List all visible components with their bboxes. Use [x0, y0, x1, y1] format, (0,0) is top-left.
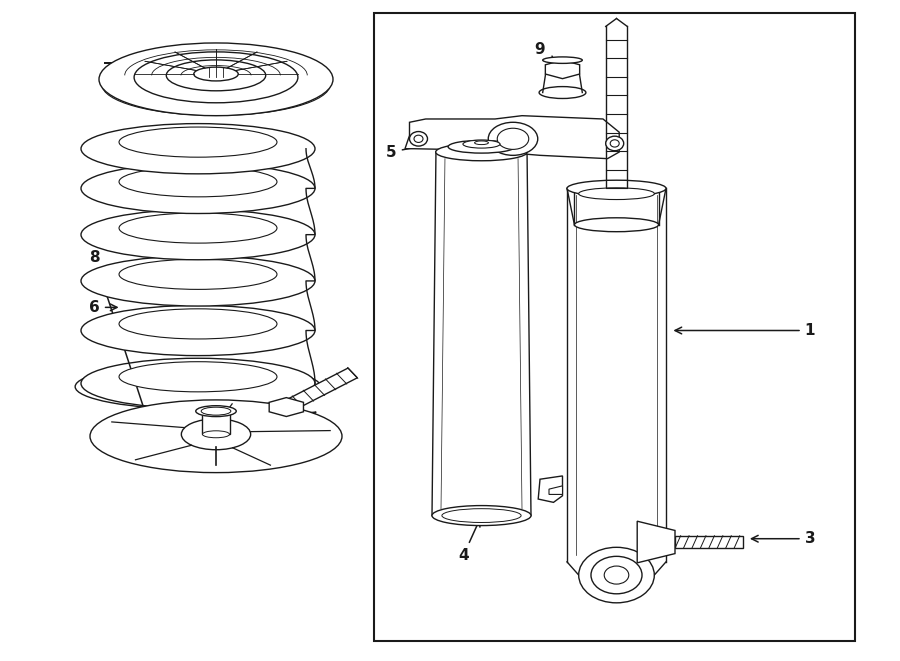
Ellipse shape — [610, 140, 619, 147]
Ellipse shape — [414, 135, 423, 142]
Ellipse shape — [81, 256, 315, 306]
Ellipse shape — [591, 557, 642, 594]
Ellipse shape — [448, 140, 515, 153]
Ellipse shape — [119, 362, 277, 392]
Polygon shape — [282, 368, 357, 412]
Ellipse shape — [119, 127, 277, 157]
Ellipse shape — [604, 566, 629, 584]
Ellipse shape — [546, 65, 579, 73]
Polygon shape — [269, 398, 303, 416]
Text: 3: 3 — [752, 531, 815, 546]
Text: 8: 8 — [89, 251, 153, 432]
Ellipse shape — [574, 217, 659, 232]
Text: 2: 2 — [287, 412, 316, 434]
Ellipse shape — [181, 419, 250, 449]
Ellipse shape — [119, 213, 277, 243]
Ellipse shape — [119, 259, 277, 290]
Ellipse shape — [134, 52, 298, 102]
Ellipse shape — [202, 407, 230, 415]
Text: 6: 6 — [89, 300, 117, 315]
Ellipse shape — [81, 358, 315, 408]
Text: 4: 4 — [458, 520, 480, 563]
Text: 7: 7 — [103, 62, 166, 81]
Ellipse shape — [474, 141, 489, 145]
Ellipse shape — [81, 210, 315, 260]
Bar — [202, 411, 230, 434]
Ellipse shape — [543, 57, 582, 63]
Ellipse shape — [410, 132, 427, 146]
Ellipse shape — [110, 376, 286, 407]
Polygon shape — [637, 521, 675, 563]
Text: 1: 1 — [675, 323, 815, 338]
Ellipse shape — [196, 406, 236, 416]
Text: 9: 9 — [535, 42, 554, 63]
Ellipse shape — [488, 122, 538, 155]
Ellipse shape — [81, 305, 315, 356]
Ellipse shape — [497, 128, 529, 149]
Polygon shape — [538, 476, 562, 502]
Ellipse shape — [432, 506, 531, 525]
Text: 5: 5 — [386, 141, 436, 159]
Polygon shape — [549, 486, 562, 494]
Ellipse shape — [119, 167, 277, 197]
Polygon shape — [405, 116, 619, 159]
Ellipse shape — [81, 163, 315, 214]
Ellipse shape — [579, 547, 654, 603]
Ellipse shape — [102, 54, 330, 116]
Ellipse shape — [166, 60, 266, 91]
Ellipse shape — [202, 431, 230, 438]
Ellipse shape — [606, 136, 624, 151]
Ellipse shape — [436, 143, 527, 161]
Ellipse shape — [194, 67, 238, 81]
Ellipse shape — [119, 309, 277, 339]
Ellipse shape — [463, 140, 500, 148]
Ellipse shape — [202, 408, 230, 414]
Polygon shape — [675, 535, 742, 549]
Ellipse shape — [99, 43, 333, 116]
Ellipse shape — [579, 188, 654, 200]
Ellipse shape — [539, 87, 586, 98]
Ellipse shape — [567, 180, 666, 196]
Polygon shape — [545, 60, 580, 79]
Ellipse shape — [90, 400, 342, 473]
Ellipse shape — [81, 124, 315, 174]
Bar — [374, 13, 855, 641]
Ellipse shape — [442, 509, 521, 522]
Ellipse shape — [75, 364, 321, 409]
Ellipse shape — [574, 181, 659, 196]
